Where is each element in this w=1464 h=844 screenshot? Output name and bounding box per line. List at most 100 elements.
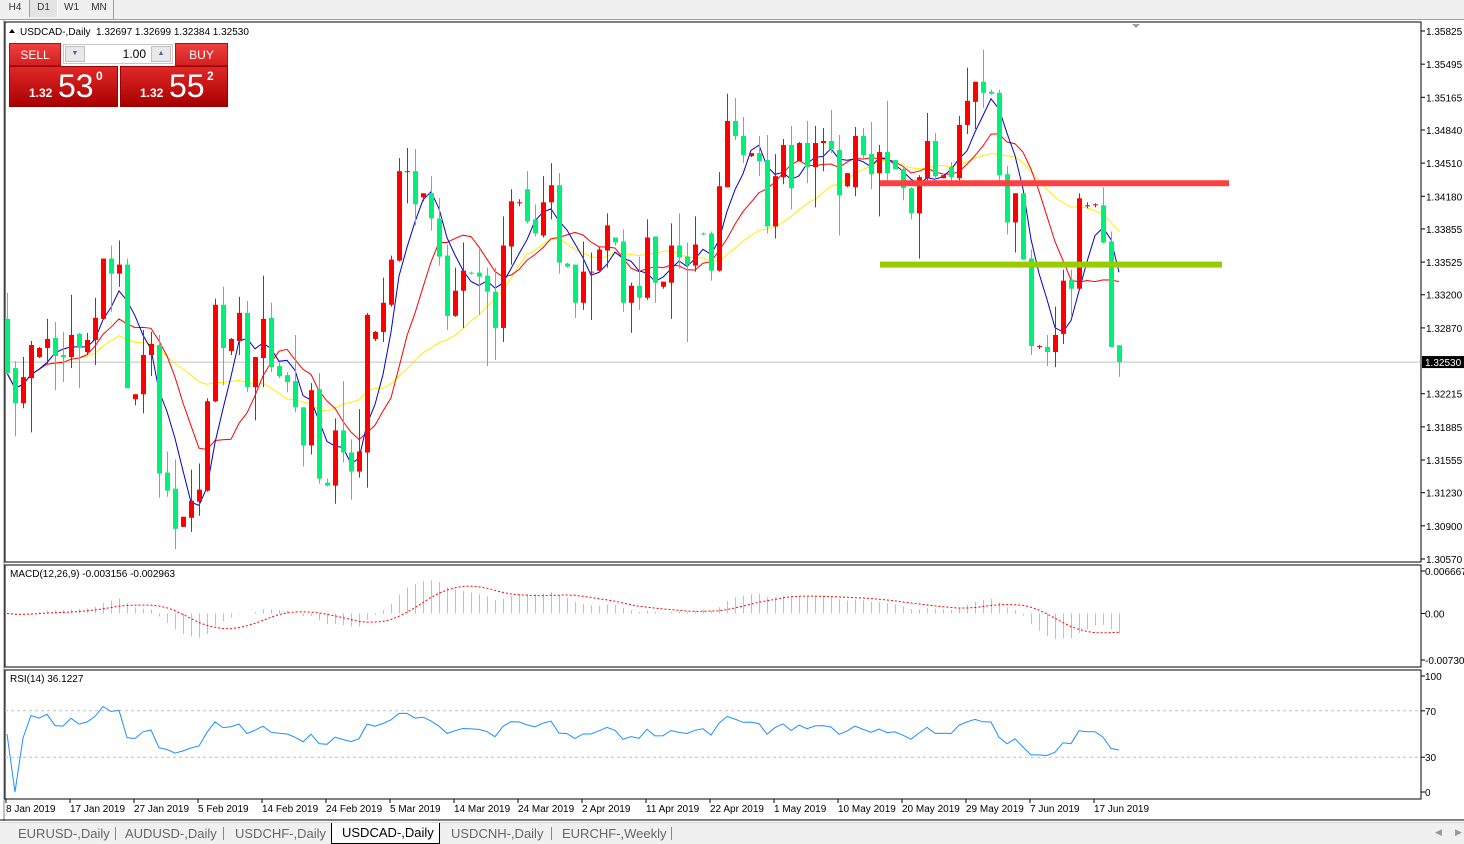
candle[interactable] (725, 93, 730, 188)
candle[interactable] (349, 439, 354, 500)
candle[interactable] (989, 89, 994, 95)
candle[interactable] (1101, 187, 1106, 244)
candle[interactable] (533, 204, 538, 237)
candle[interactable] (293, 334, 298, 413)
candle[interactable] (221, 286, 226, 386)
candle[interactable] (429, 176, 434, 231)
candle[interactable] (37, 346, 42, 359)
collapse-triangle-icon[interactable] (9, 29, 15, 33)
candle[interactable] (157, 334, 162, 498)
candle[interactable] (917, 175, 922, 259)
tab-eurusd-daily[interactable]: EURUSD-,Daily (18, 826, 110, 841)
candle[interactable] (1109, 231, 1114, 347)
candle[interactable] (829, 109, 834, 154)
candle[interactable] (701, 232, 706, 236)
candle[interactable] (53, 321, 58, 391)
candle[interactable] (877, 145, 882, 217)
horizontal-level-line[interactable] (880, 180, 1229, 187)
candle[interactable] (797, 142, 802, 162)
candle[interactable] (301, 407, 306, 467)
candle[interactable] (909, 187, 914, 220)
candle[interactable] (5, 292, 10, 375)
candle[interactable] (709, 231, 714, 281)
candle[interactable] (693, 216, 698, 272)
candle[interactable] (133, 394, 138, 406)
candle[interactable] (581, 241, 586, 310)
candle[interactable] (261, 275, 266, 388)
candle[interactable] (637, 256, 642, 310)
candle[interactable] (509, 189, 514, 265)
buy-price-button[interactable]: 1.32 55 2 (120, 66, 228, 107)
candle[interactable] (229, 337, 234, 356)
candle[interactable] (789, 125, 794, 210)
candle[interactable] (373, 330, 378, 341)
candle[interactable] (493, 267, 498, 361)
candle[interactable] (645, 219, 650, 300)
candle[interactable] (941, 175, 946, 179)
timeframe-h4-button[interactable]: H4 (8, 2, 22, 13)
candle[interactable] (197, 463, 202, 516)
horizontal-level-line[interactable] (880, 261, 1222, 268)
candle[interactable] (309, 383, 314, 455)
candle[interactable] (469, 271, 474, 275)
candle[interactable] (525, 171, 530, 224)
candle[interactable] (573, 264, 578, 318)
candle[interactable] (381, 277, 386, 342)
candle[interactable] (109, 245, 114, 312)
tab-usdcnh-daily[interactable]: USDCNH-,Daily (451, 826, 544, 841)
candle[interactable] (1037, 344, 1042, 350)
lot-size-input[interactable]: ▼ 1.00 ▲ (63, 44, 173, 64)
candle[interactable] (245, 300, 250, 393)
candle[interactable] (949, 162, 954, 181)
candle[interactable] (69, 294, 74, 369)
candle[interactable] (925, 112, 930, 181)
lot-increase-button[interactable]: ▲ (151, 46, 171, 62)
candle[interactable] (333, 418, 338, 504)
candle[interactable] (845, 173, 850, 188)
candle[interactable] (413, 149, 418, 226)
candle[interactable] (485, 267, 490, 367)
candle[interactable] (629, 282, 634, 333)
candle[interactable] (1021, 193, 1026, 260)
candle[interactable] (149, 331, 154, 377)
candle[interactable] (549, 163, 554, 220)
candle[interactable] (717, 172, 722, 272)
candle[interactable] (1013, 193, 1018, 253)
candle[interactable] (685, 242, 690, 342)
candle[interactable] (597, 246, 602, 273)
tab-audusd-daily[interactable]: AUDUSD-,Daily (125, 826, 217, 841)
candle[interactable] (1053, 306, 1058, 368)
candle[interactable] (749, 153, 754, 158)
candle[interactable] (213, 298, 218, 403)
candle[interactable] (101, 258, 106, 319)
candle[interactable] (277, 362, 282, 379)
candle[interactable] (757, 135, 762, 177)
tab-usdchf-daily[interactable]: USDCHF-,Daily (235, 826, 326, 841)
sell-price-button[interactable]: 1.32 53 0 (9, 66, 118, 107)
candle[interactable] (1061, 269, 1066, 344)
timeframe-mn-button[interactable]: MN (91, 2, 107, 13)
candle[interactable] (677, 213, 682, 269)
candle[interactable] (837, 134, 842, 236)
candle[interactable] (853, 126, 858, 197)
candle[interactable] (181, 516, 186, 527)
candle[interactable] (165, 451, 170, 497)
candle[interactable] (405, 148, 410, 204)
candle[interactable] (885, 100, 890, 183)
candle[interactable] (189, 469, 194, 532)
candle[interactable] (357, 409, 362, 478)
candle[interactable] (773, 154, 778, 239)
candle[interactable] (421, 193, 426, 202)
candle[interactable] (61, 331, 66, 383)
candle[interactable] (1117, 345, 1122, 377)
timeframe-d1-button[interactable]: D1 (29, 0, 58, 17)
candle[interactable] (317, 373, 322, 484)
candle[interactable] (821, 127, 826, 172)
candle[interactable] (477, 249, 482, 315)
candle[interactable] (1093, 203, 1098, 208)
candle[interactable] (93, 297, 98, 366)
candle[interactable] (173, 459, 178, 549)
candle[interactable] (957, 115, 962, 181)
candle[interactable] (125, 258, 130, 389)
candle[interactable] (669, 223, 674, 319)
